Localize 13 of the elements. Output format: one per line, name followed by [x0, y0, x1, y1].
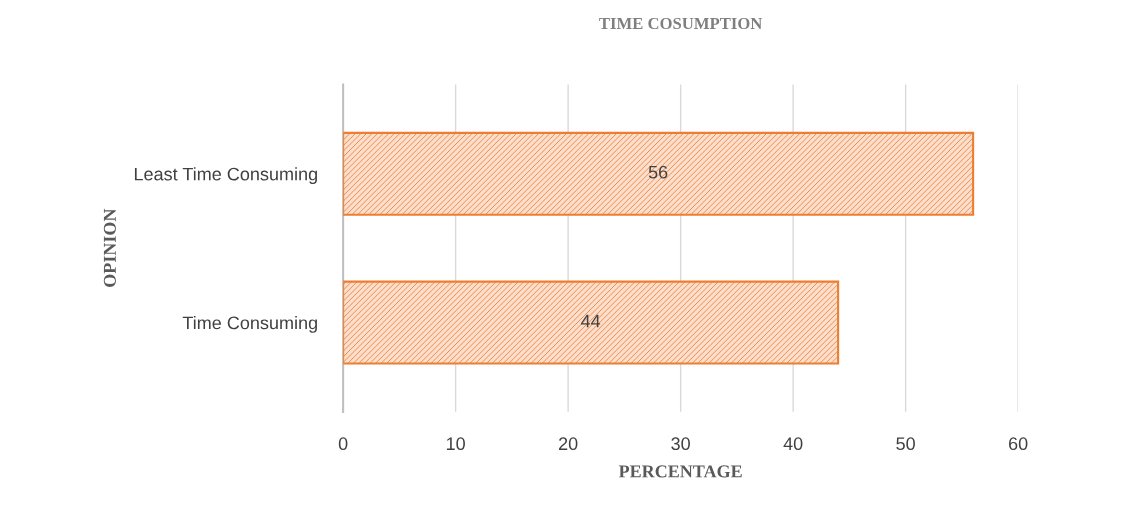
data-label: 56 [648, 165, 668, 179]
y-tick-label: Least Time Consuming [134, 167, 317, 185]
y-tick-label: Time Consuming [182, 316, 317, 333]
y-axis-title: OPINION [103, 208, 116, 287]
x-tick-label: 20 [558, 437, 578, 451]
x-tick-label: 50 [896, 437, 915, 451]
x-tick-label: 30 [671, 437, 690, 451]
x-tick-label: 0 [338, 437, 348, 451]
x-tick-label: 60 [1009, 437, 1028, 451]
x-tick-label: 40 [783, 437, 803, 451]
chart-title: TIME COSUMPTION [599, 17, 763, 30]
x-tick-label: 10 [446, 437, 465, 451]
x-axis-title: PERCENTAGE [618, 465, 742, 478]
